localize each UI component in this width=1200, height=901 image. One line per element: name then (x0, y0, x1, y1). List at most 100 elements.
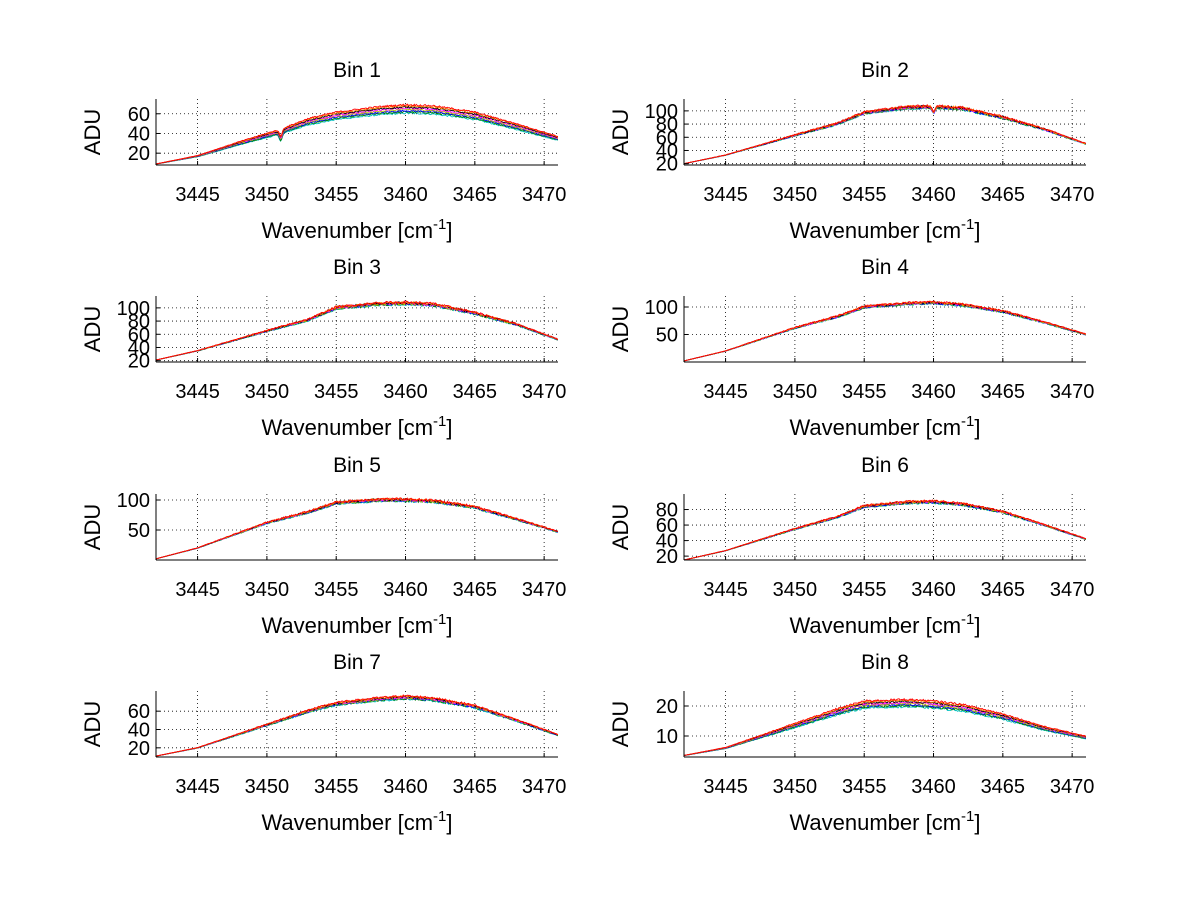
x-tick-label: 3445 (703, 579, 748, 601)
series-group (156, 300, 558, 361)
x-axis-label: Wavenumber [cm-1] (789, 808, 980, 835)
subplot-title: Bin 2 (861, 59, 909, 82)
y-tick-label: 20 (128, 143, 150, 165)
x-tick-label: 3470 (522, 184, 567, 206)
series-group (156, 694, 558, 757)
series-group (684, 697, 1086, 757)
x-tick-label: 3455 (842, 381, 887, 403)
series-line-1 (156, 111, 558, 165)
series-line-4 (684, 105, 1086, 165)
series-line-5 (156, 497, 558, 560)
x-tick-label: 3455 (314, 184, 359, 206)
y-axis-label: ADU (608, 109, 633, 155)
x-tick-label: 3455 (842, 579, 887, 601)
y-tick-label: 10 (656, 726, 678, 748)
subplot-title: Bin 5 (333, 454, 381, 477)
series-line-3 (684, 105, 1086, 165)
series-line-5 (684, 105, 1086, 165)
y-tick-label: 40 (656, 531, 678, 553)
y-axis-label: ADU (80, 306, 105, 352)
series-line-1 (684, 705, 1086, 757)
series-group (156, 103, 558, 165)
y-tick-label: 40 (128, 720, 150, 742)
x-tick-label: 3445 (175, 579, 220, 601)
x-tick-label: 3465 (453, 579, 498, 601)
x-tick-label: 3470 (522, 579, 567, 601)
y-axis-label: ADU (608, 504, 633, 550)
x-axis-label: Wavenumber [cm-1] (261, 611, 452, 638)
series-line-4 (684, 500, 1086, 560)
series-line-1 (156, 697, 558, 757)
subplot-title: Bin 4 (861, 256, 909, 279)
series-group (684, 499, 1086, 560)
series-line-4 (156, 301, 558, 361)
x-tick-label: 3450 (245, 184, 290, 206)
x-tick-label: 3470 (1050, 184, 1095, 206)
series-line-5 (156, 696, 558, 757)
y-tick-label: 60 (128, 701, 150, 723)
x-tick-label: 3450 (245, 776, 290, 798)
series-line-7 (684, 300, 1086, 362)
x-tick-label: 3465 (981, 579, 1026, 601)
x-tick-label: 3455 (314, 381, 359, 403)
series-line-6 (684, 104, 1086, 165)
x-tick-label: 3465 (453, 776, 498, 798)
x-tick-label: 3460 (911, 579, 956, 601)
x-tick-label: 3445 (703, 184, 748, 206)
y-tick-label: 40 (128, 123, 150, 145)
x-tick-label: 3470 (522, 776, 567, 798)
x-tick-label: 3465 (453, 381, 498, 403)
series-line-8 (684, 300, 1086, 362)
series-line-6 (156, 301, 558, 361)
x-tick-label: 3460 (911, 776, 956, 798)
y-tick-label: 100 (117, 298, 150, 320)
x-tick-label: 3470 (1050, 579, 1095, 601)
series-line-3 (156, 696, 558, 757)
series-line-6 (156, 695, 558, 757)
y-tick-label: 40 (656, 140, 678, 162)
series-line-6 (156, 497, 558, 560)
x-tick-label: 3445 (175, 381, 220, 403)
y-tick-label: 100 (645, 297, 678, 319)
series-line-1 (684, 106, 1086, 165)
x-axis-label: Wavenumber [cm-1] (261, 413, 452, 440)
x-tick-label: 3450 (773, 579, 818, 601)
y-tick-label: 60 (656, 127, 678, 149)
series-line-2 (684, 501, 1086, 560)
x-tick-label: 3470 (522, 381, 567, 403)
y-axis-label: ADU (608, 306, 633, 352)
series-line-7 (684, 104, 1086, 165)
series-line-8 (684, 697, 1086, 756)
x-tick-label: 3465 (453, 184, 498, 206)
subplot-title: Bin 6 (861, 454, 909, 477)
x-tick-label: 3455 (842, 184, 887, 206)
x-tick-label: 3455 (314, 776, 359, 798)
series-line-2 (156, 498, 558, 560)
y-tick-label: 80 (128, 311, 150, 333)
series-group (684, 300, 1086, 362)
x-tick-label: 3445 (175, 184, 220, 206)
x-tick-label: 3445 (703, 776, 748, 798)
x-tick-label: 3450 (773, 776, 818, 798)
x-axis-label: Wavenumber [cm-1] (261, 216, 452, 243)
series-line-8 (156, 694, 558, 757)
y-tick-label: 50 (128, 520, 150, 542)
series-line-8 (684, 103, 1086, 165)
y-axis-label: ADU (80, 109, 105, 155)
series-line-8 (156, 300, 558, 361)
series-line-2 (684, 704, 1086, 757)
series-line-8 (156, 103, 558, 165)
x-tick-label: 3460 (911, 184, 956, 206)
series-line-8 (156, 497, 558, 560)
y-tick-label: 40 (128, 337, 150, 359)
x-tick-label: 3470 (1050, 776, 1095, 798)
x-tick-label: 3450 (773, 381, 818, 403)
y-axis-label: ADU (80, 701, 105, 747)
subplot-title: Bin 8 (861, 651, 909, 674)
x-axis-label: Wavenumber [cm-1] (789, 216, 980, 243)
series-line-1 (684, 302, 1086, 362)
